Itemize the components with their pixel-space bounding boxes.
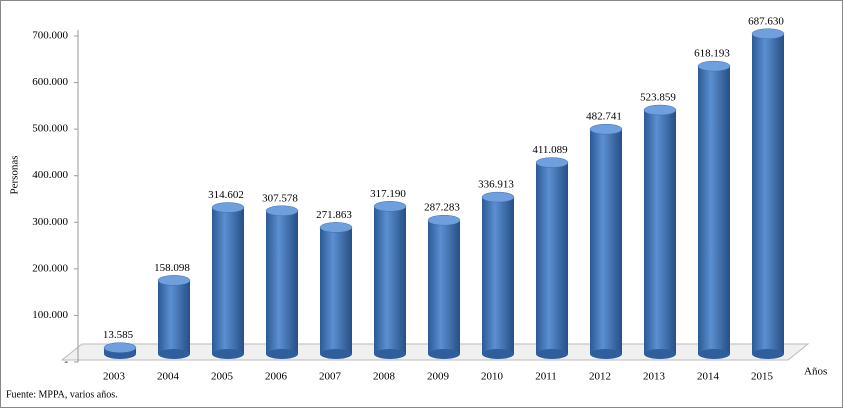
bar	[698, 66, 730, 354]
bar-bottom	[158, 349, 190, 359]
x-tick-label: 2006	[265, 371, 288, 383]
value-label: 158.098	[154, 262, 190, 274]
x-axis-title: Años	[804, 366, 827, 378]
y-tick-label: 600.000	[32, 76, 68, 88]
bar	[482, 197, 514, 354]
value-label: 287.283	[424, 202, 460, 214]
bar-top	[751, 28, 785, 40]
bar-top	[643, 104, 677, 116]
bar-top	[697, 60, 731, 72]
value-label: 687.630	[748, 15, 784, 27]
x-tick-label: 2004	[157, 371, 180, 383]
x-tick-label: 2009	[427, 371, 450, 383]
value-label: 618.193	[694, 48, 730, 60]
bar-bottom	[266, 349, 298, 359]
bar	[428, 220, 460, 354]
y-tick-label: 400.000	[32, 169, 68, 181]
bar-bottom	[536, 349, 568, 359]
y-tick-label: -	[64, 356, 68, 368]
x-tick-label: 2005	[211, 371, 234, 383]
bar-top	[373, 201, 407, 212]
y-tick-label: 300.000	[32, 216, 68, 228]
bar	[320, 227, 352, 354]
y-tick-label: 100.000	[32, 309, 68, 321]
y-axis-title: Personas	[9, 155, 21, 194]
bar	[644, 110, 676, 355]
value-label: 317.190	[370, 188, 406, 200]
value-label: 482.741	[586, 111, 622, 123]
bar	[536, 162, 568, 354]
bar-top	[535, 157, 569, 168]
value-label: 336.913	[478, 179, 514, 191]
bar	[266, 210, 298, 354]
bar	[158, 280, 190, 354]
bar-top	[427, 214, 461, 226]
x-tick-label: 2012	[589, 371, 611, 383]
bar-top	[589, 123, 623, 135]
source-note: Fuente: MPPA, varios años.	[6, 389, 118, 400]
bar-top	[157, 275, 191, 286]
value-label: 411.089	[532, 144, 568, 156]
x-tick-label: 2013	[643, 371, 666, 383]
bar-bottom	[428, 349, 460, 359]
x-tick-label: 2015	[751, 371, 774, 383]
bar-top	[265, 205, 299, 217]
bar-bottom	[482, 349, 514, 359]
bar	[212, 207, 244, 354]
bar	[752, 33, 784, 354]
bar-top	[211, 202, 245, 213]
bar	[590, 129, 622, 354]
bar-bottom	[374, 349, 406, 359]
value-label: 523.859	[640, 92, 676, 104]
x-tick-label: 2003	[103, 371, 126, 383]
bar-bottom	[320, 349, 352, 359]
bar	[374, 206, 406, 354]
bar-bottom	[590, 349, 622, 359]
bar-bottom	[644, 349, 676, 359]
value-label: 271.863	[316, 209, 352, 221]
x-tick-label: 2010	[481, 371, 504, 383]
bar-bottom	[212, 349, 244, 359]
value-label: 307.578	[262, 192, 298, 204]
bar-top	[319, 222, 353, 233]
y-tick-label: 500.000	[32, 123, 68, 135]
x-tick-label: 2014	[697, 371, 720, 383]
y-tick-label: 700.000	[32, 30, 68, 42]
bar-bottom	[698, 349, 730, 359]
value-label: 314.602	[208, 189, 244, 201]
bar-top	[103, 342, 137, 353]
y-tick-label: 200.000	[32, 262, 68, 274]
value-label: 13.585	[103, 329, 134, 341]
x-tick-label: 2008	[373, 371, 396, 383]
bar-top	[481, 191, 515, 203]
x-tick-label: 2007	[319, 371, 342, 383]
x-tick-label: 2011	[535, 371, 557, 383]
bar-bottom	[752, 349, 784, 359]
